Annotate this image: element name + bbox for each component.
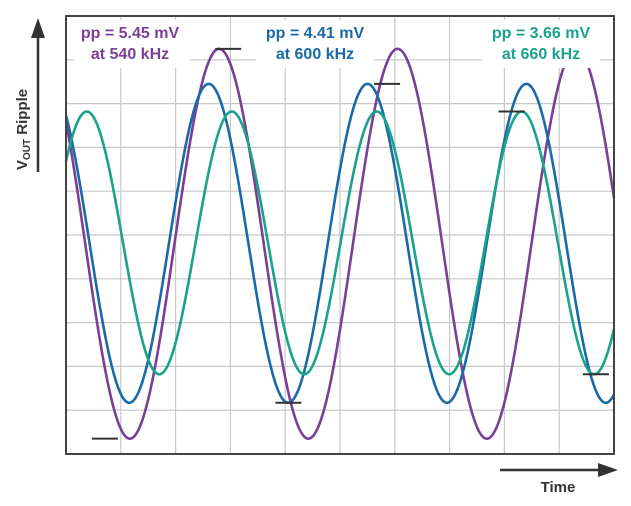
series-line-600khz (64, 82, 616, 405)
label-540khz-line2: at 540 kHz (91, 46, 169, 63)
y-axis-label: VOUT Ripple (14, 89, 33, 170)
label-660khz: pp = 3.66 mV at 660 kHz (482, 20, 600, 68)
label-540khz: pp = 5.45 mV at 540 kHz (74, 20, 190, 68)
label-540khz-line1: pp = 5.45 mV (81, 25, 180, 42)
pp-markers (91, 47, 609, 440)
plot-frame (65, 15, 615, 455)
x-axis-label: Time (541, 479, 576, 496)
label-600khz-line2: at 600 kHz (276, 46, 354, 63)
y-axis-label-sub: OUT (22, 139, 33, 160)
x-axis-arrow (500, 463, 618, 477)
y-axis-arrow (31, 18, 45, 172)
label-660khz-line2: at 660 kHz (502, 46, 580, 63)
label-660khz-line1: pp = 3.66 mV (492, 25, 591, 42)
label-600khz: pp = 4.41 mV at 600 kHz (256, 20, 374, 68)
y-axis-label-rest: Ripple (14, 89, 31, 139)
label-600khz-line1: pp = 4.41 mV (266, 25, 365, 42)
y-axis-label-main: V (14, 160, 31, 170)
series-line-540khz (64, 47, 616, 440)
